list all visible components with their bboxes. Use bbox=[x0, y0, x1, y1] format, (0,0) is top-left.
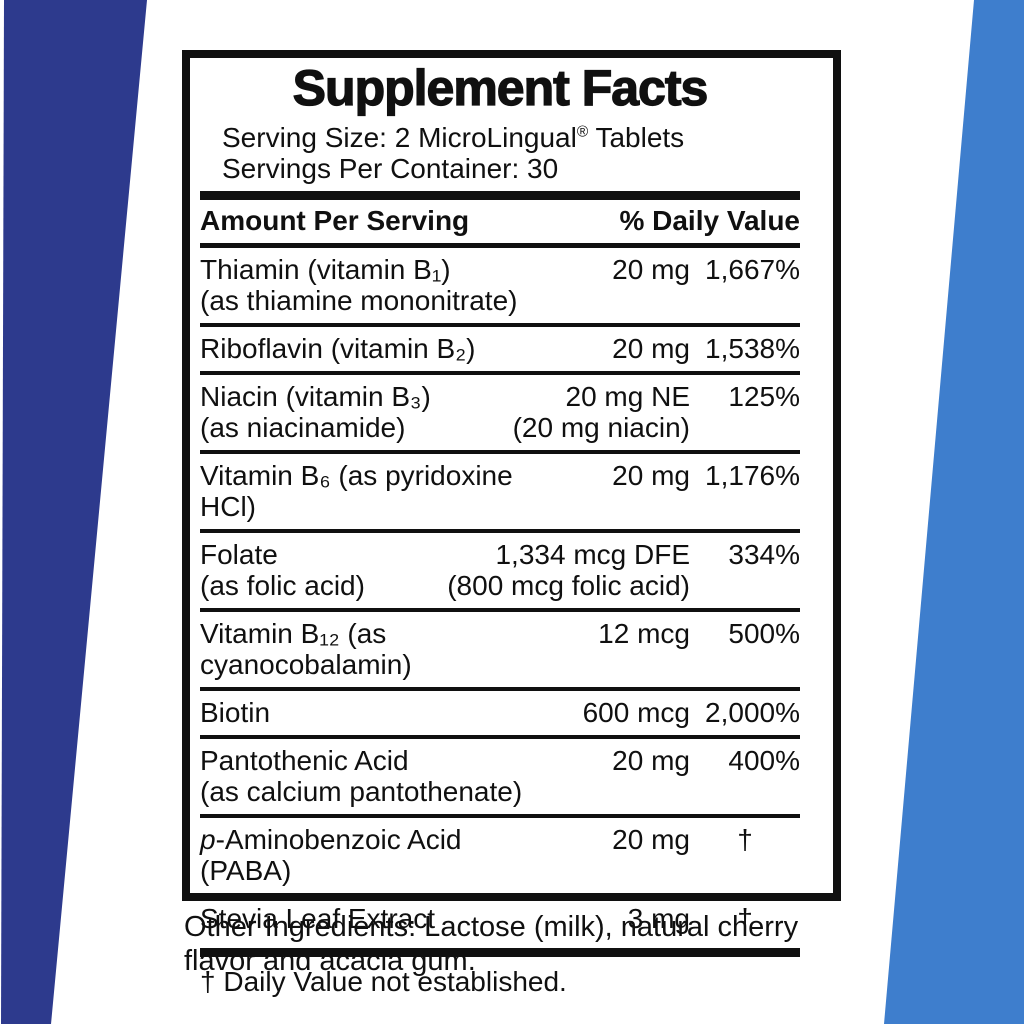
nutrient-amount-secondary: (800 mcg folic acid) bbox=[447, 570, 690, 601]
serving-size: Serving Size: 2 MicroLingual® Tablets bbox=[200, 122, 800, 153]
nutrient-daily-value-secondary bbox=[690, 412, 800, 443]
nutrient-name: Riboflavin (vitamin B₂) bbox=[200, 333, 476, 364]
nutrient-row: Pantothenic Acid 20 mg 400% (as calcium … bbox=[200, 739, 800, 818]
nutrient-amount: 20 mg bbox=[612, 824, 690, 855]
registered-mark: ® bbox=[576, 123, 589, 141]
supplement-facts-panel: Supplement Facts Serving Size: 2 MicroLi… bbox=[182, 50, 841, 997]
nutrient-row: Riboflavin (vitamin B₂) 20 mg 1,538% bbox=[200, 327, 800, 375]
serving-size-tablets: Tablets bbox=[588, 122, 685, 153]
nutrient-daily-value: 400% bbox=[728, 745, 800, 776]
header-daily-value: % Daily Value bbox=[619, 205, 800, 236]
nutrient-daily-value: 1,176% bbox=[705, 460, 800, 491]
panel-title: Supplement Facts bbox=[292, 59, 709, 116]
nutrient-row: Vitamin B₁₂ (as cyanocobalamin) 12 mcg 5… bbox=[200, 612, 800, 691]
nutrient-amount: 12 mcg bbox=[598, 618, 690, 649]
nutrient-name-secondary: (as niacinamide) bbox=[200, 412, 406, 443]
nutrient-daily-value: † bbox=[737, 824, 753, 855]
divider-thick-top bbox=[200, 191, 800, 200]
serving-size-text: Serving Size: 2 MicroLingual bbox=[222, 122, 577, 153]
nutrient-row-line1: Vitamin B₆ (as pyridoxine HCl) 20 mg 1,1… bbox=[200, 460, 800, 522]
servings-per-container: Servings Per Container: 30 bbox=[222, 153, 559, 184]
nutrient-daily-value: † bbox=[737, 903, 753, 934]
nutrient-row-line1: Niacin (vitamin B₃) 20 mg NE 125% bbox=[200, 381, 800, 412]
nutrient-amount-secondary bbox=[540, 285, 690, 316]
nutrient-daily-value: 500% bbox=[728, 618, 800, 649]
nutrient-name: Stevia Leaf Extract bbox=[200, 903, 436, 934]
nutrient-name-secondary: (as folic acid) bbox=[200, 570, 365, 601]
other-ingredients-line1: Other Ingredients: Lactose (milk), natur… bbox=[184, 911, 799, 943]
nutrient-name-secondary: (as thiamine mononitrate) bbox=[200, 285, 518, 316]
nutrient-amount: 20 mg bbox=[612, 460, 690, 491]
nutrient-daily-value: 125% bbox=[728, 381, 800, 412]
nutrient-daily-value-secondary bbox=[690, 285, 800, 316]
nutrient-name: Niacin (vitamin B₃) bbox=[200, 381, 431, 412]
nutrient-amount: 1,334 mcg DFE bbox=[495, 539, 690, 570]
nutrient-name: Biotin bbox=[200, 697, 271, 728]
nutrient-row-line1: Pantothenic Acid 20 mg 400% bbox=[200, 745, 800, 776]
nutrient-row: Vitamin B₆ (as pyridoxine HCl) 20 mg 1,1… bbox=[200, 454, 800, 533]
nutrient-row: Biotin 600 mcg 2,000% bbox=[200, 691, 800, 739]
nutrient-name: Folate bbox=[200, 539, 278, 570]
nutrient-amount: 20 mg bbox=[612, 333, 690, 364]
other-ingredients: Other Ingredients: Lactose (milk), natur… bbox=[184, 910, 814, 978]
nutrient-row-line2: (as niacinamide) (20 mg niacin) bbox=[200, 412, 800, 443]
nutrient-amount-secondary bbox=[540, 776, 690, 807]
nutrient-row-line1: Stevia Leaf Extract 3 mg † bbox=[200, 903, 800, 934]
nutrient-amount: 20 mg bbox=[612, 745, 690, 776]
nutrient-daily-value: 2,000% bbox=[705, 697, 800, 728]
divider-header bbox=[200, 243, 800, 248]
nutrient-amount: 20 mg NE bbox=[565, 381, 691, 412]
nutrient-row-line1: p-Aminobenzoic Acid (PABA) 20 mg † bbox=[200, 824, 800, 886]
nutrient-row: p-Aminobenzoic Acid (PABA) 20 mg † bbox=[200, 818, 800, 897]
nutrient-row: Niacin (vitamin B₃) 20 mg NE 125% (as ni… bbox=[200, 375, 800, 454]
nutrient-daily-value: 1,667% bbox=[705, 254, 800, 285]
nutrient-amount: 20 mg bbox=[612, 254, 690, 285]
nutrient-row: Thiamin (vitamin B₁) 20 mg 1,667% (as th… bbox=[200, 248, 800, 327]
nutrient-row-line2: (as thiamine mononitrate) bbox=[200, 285, 800, 316]
nutrient-row-line1: Folate 1,334 mcg DFE 334% bbox=[200, 539, 800, 570]
nutrient-row-line1: Thiamin (vitamin B₁) 20 mg 1,667% bbox=[200, 254, 800, 285]
other-ingredients-line2: flavor and acacia gum. bbox=[184, 945, 476, 977]
nutrient-amount-secondary: (20 mg niacin) bbox=[512, 412, 690, 443]
nutrient-name: Vitamin B₆ (as pyridoxine HCl) bbox=[200, 460, 513, 522]
nutrient-row-line1: Vitamin B₁₂ (as cyanocobalamin) 12 mcg 5… bbox=[200, 618, 800, 680]
nutrient-daily-value: 1,538% bbox=[705, 333, 800, 364]
daily-value-footnote: † Daily Value not established. bbox=[200, 966, 567, 997]
nutrient-amount: 3 mg bbox=[627, 903, 690, 934]
nutrient-name-secondary: (as calcium pantothenate) bbox=[200, 776, 523, 807]
nutrient-daily-value-secondary bbox=[690, 776, 800, 807]
nutrient-name: Vitamin B₁₂ (as cyanocobalamin) bbox=[200, 618, 412, 680]
table-header: Amount Per Serving % Daily Value bbox=[200, 200, 800, 243]
nutrient-daily-value: 334% bbox=[728, 539, 800, 570]
nutrient-table: Thiamin (vitamin B₁) 20 mg 1,667% (as th… bbox=[200, 248, 800, 941]
nutrient-name: Pantothenic Acid bbox=[200, 745, 409, 776]
nutrient-row-line1: Biotin 600 mcg 2,000% bbox=[200, 697, 800, 728]
nutrient-row-line2: (as calcium pantothenate) bbox=[200, 776, 800, 807]
nutrient-amount: 600 mcg bbox=[582, 697, 690, 728]
nutrient-name: Thiamin (vitamin B₁) bbox=[200, 254, 451, 285]
nutrient-row: Stevia Leaf Extract 3 mg † bbox=[200, 897, 800, 941]
header-amount-per-serving: Amount Per Serving bbox=[200, 205, 470, 236]
nutrient-row-line1: Riboflavin (vitamin B₂) 20 mg 1,538% bbox=[200, 333, 800, 364]
nutrient-row: Folate 1,334 mcg DFE 334% (as folic acid… bbox=[200, 533, 800, 612]
divider-thick-bottom bbox=[200, 948, 800, 957]
nutrient-row-line2: (as folic acid) (800 mcg folic acid) bbox=[200, 570, 800, 601]
nutrient-daily-value-secondary bbox=[690, 570, 800, 601]
nutrient-name: p-Aminobenzoic Acid (PABA) bbox=[200, 824, 462, 886]
